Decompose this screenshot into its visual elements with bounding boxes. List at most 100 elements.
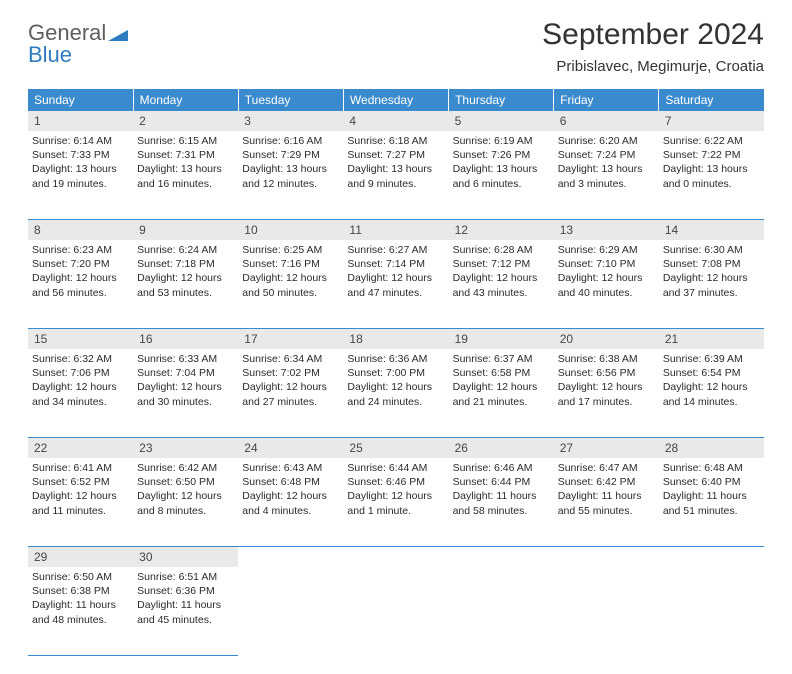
sunrise-text: Sunrise: 6:22 AM [663, 135, 743, 147]
sunrise-text: Sunrise: 6:14 AM [32, 135, 112, 147]
day-number-cell: 20 [554, 329, 659, 350]
sunrise-text: Sunrise: 6:39 AM [663, 353, 743, 365]
day-content-cell: Sunrise: 6:23 AMSunset: 7:20 PMDaylight:… [28, 240, 133, 329]
day-number-cell: 30 [133, 547, 238, 568]
day-number-cell: 12 [449, 220, 554, 241]
sunset-text: Sunset: 7:04 PM [137, 367, 215, 379]
day-details: Sunrise: 6:44 AMSunset: 6:46 PMDaylight:… [347, 458, 444, 518]
dl1-text: Daylight: 12 hours [137, 381, 222, 393]
dl2-text: and 30 minutes. [137, 396, 212, 408]
sunset-text: Sunset: 7:29 PM [242, 149, 320, 161]
dl1-text: Daylight: 12 hours [453, 381, 538, 393]
day-number-cell: 26 [449, 438, 554, 459]
day-details: Sunrise: 6:30 AMSunset: 7:08 PMDaylight:… [663, 240, 760, 300]
day-details: Sunrise: 6:15 AMSunset: 7:31 PMDaylight:… [137, 131, 234, 191]
dl1-text: Daylight: 13 hours [347, 163, 432, 175]
sunrise-text: Sunrise: 6:25 AM [242, 244, 322, 256]
sunset-text: Sunset: 6:48 PM [242, 476, 320, 488]
dl1-text: Daylight: 12 hours [137, 272, 222, 284]
dl2-text: and 17 minutes. [558, 396, 633, 408]
day-number-cell: 29 [28, 547, 133, 568]
day-content-cell: Sunrise: 6:18 AM Sunset: 7:27 PM Daylight:… [343, 131, 448, 220]
day-content-row: Sunrise: 6:32 AMSunset: 7:06 PMDaylight:… [28, 349, 764, 438]
dl2-text: and 55 minutes. [558, 505, 633, 517]
day-content-row: Sunrise: 6:50 AMSunset: 6:38 PMDaylight:… [28, 567, 764, 656]
day-details: Sunrise: 6:27 AMSunset: 7:14 PMDaylight:… [347, 240, 444, 300]
dl1-text: Daylight: 12 hours [347, 490, 432, 502]
sunset-text: Sunset: 7:27 PM [347, 149, 425, 161]
sunset-text: Sunset: 6:50 PM [137, 476, 215, 488]
dl2-text: and 50 minutes. [242, 287, 317, 299]
day-content-cell: Sunrise: 6:20 AMSunset: 7:24 PMDaylight:… [554, 131, 659, 220]
day-number-cell: 8 [28, 220, 133, 241]
day-number-cell: 5 [449, 111, 554, 131]
sunrise-text: Sunrise: 6:43 AM [242, 462, 322, 474]
dl1-text: Daylight: 13 hours [558, 163, 643, 175]
day-number-cell: 4 [343, 111, 448, 131]
day-content-cell: Sunrise: 6:28 AMSunset: 7:12 PMDaylight:… [449, 240, 554, 329]
dl1-text: Daylight: 11 hours [137, 599, 221, 611]
day-details: Sunrise: 6:48 AMSunset: 6:40 PMDaylight:… [663, 458, 760, 518]
dl1-text: Daylight: 12 hours [663, 381, 748, 393]
dl2-text: and 6 minutes. [453, 178, 522, 190]
day-number-cell: 13 [554, 220, 659, 241]
day-number-cell: 11 [343, 220, 448, 241]
day-details: Sunrise: 6:51 AMSunset: 6:36 PMDaylight:… [137, 567, 234, 627]
sunrise-text: Sunrise: 6:24 AM [137, 244, 217, 256]
dl1-text: Daylight: 12 hours [32, 272, 117, 284]
day-content-cell: Sunrise: 6:47 AMSunset: 6:42 PMDaylight:… [554, 458, 659, 547]
dl2-text: and 12 minutes. [242, 178, 317, 190]
dl1-text: Daylight: 12 hours [32, 381, 117, 393]
day-number-cell: 14 [659, 220, 764, 241]
day-content-cell: Sunrise: 6:25 AMSunset: 7:16 PMDaylight:… [238, 240, 343, 329]
sunset-text: Sunset: 7:26 PM [453, 149, 531, 161]
sunset-text: Sunset: 7:08 PM [663, 258, 741, 270]
day-content-row: Sunrise: 6:23 AMSunset: 7:20 PMDaylight:… [28, 240, 764, 329]
sunrise-text: Sunrise: 6:18 AM [347, 135, 427, 147]
day-content-cell: Sunrise: 6:46 AMSunset: 6:44 PMDaylight:… [449, 458, 554, 547]
sunrise-text: Sunrise: 6:41 AM [32, 462, 112, 474]
sunset-text: Sunset: 6:42 PM [558, 476, 636, 488]
day-number-cell: 2 [133, 111, 238, 131]
weekday-header: Tuesday [238, 89, 343, 111]
weekday-header-row: Sunday Monday Tuesday Wednesday Thursday… [28, 89, 764, 111]
dl2-text: and 8 minutes. [137, 505, 206, 517]
day-number-cell: 9 [133, 220, 238, 241]
sunset-text: Sunset: 7:12 PM [453, 258, 531, 270]
dl2-text: and 1 minute. [347, 505, 411, 517]
weekday-header: Thursday [449, 89, 554, 111]
day-content-cell: Sunrise: 6:16 AMSunset: 7:29 PMDaylight:… [238, 131, 343, 220]
logo-triangle-icon [108, 28, 128, 42]
day-number-cell: 1 [28, 111, 133, 131]
sunset-text: Sunset: 6:36 PM [137, 585, 215, 597]
dl2-text: and 21 minutes. [453, 396, 528, 408]
dl1-text: Daylight: 12 hours [242, 272, 327, 284]
day-number-cell: 21 [659, 329, 764, 350]
dl1-text: Daylight: 11 hours [558, 490, 642, 502]
sunrise-text: Sunrise: 6:16 AM [242, 135, 322, 147]
day-content-row: Sunrise: 6:14 AMSunset: 7:33 PMDaylight:… [28, 131, 764, 220]
sunrise-text: Sunrise: 6:20 AM [558, 135, 638, 147]
day-number-cell: 17 [238, 329, 343, 350]
sunrise-text: Sunrise: 6:42 AM [137, 462, 217, 474]
day-number-cell: 19 [449, 329, 554, 350]
day-number-cell [659, 547, 764, 568]
day-content-cell: Sunrise: 6:30 AMSunset: 7:08 PMDaylight:… [659, 240, 764, 329]
sunrise-text: Sunrise: 6:33 AM [137, 353, 217, 365]
day-details: Sunrise: 6:19 AMSunset: 7:26 PMDaylight:… [453, 131, 550, 191]
day-details: Sunrise: 6:29 AMSunset: 7:10 PMDaylight:… [558, 240, 655, 300]
day-content-cell: Sunrise: 6:24 AMSunset: 7:18 PMDaylight:… [133, 240, 238, 329]
weekday-header: Sunday [28, 89, 133, 111]
sunrise-text: Sunrise: 6:32 AM [32, 353, 112, 365]
sunrise-text: Sunrise: 6:27 AM [347, 244, 427, 256]
sunrise-text: Sunrise: 6:29 AM [558, 244, 638, 256]
day-number-cell: 25 [343, 438, 448, 459]
dl2-text: and 51 minutes. [663, 505, 738, 517]
dl1-text: Daylight: 12 hours [663, 272, 748, 284]
weekday-header: Wednesday [343, 89, 448, 111]
dl1-text: Daylight: 12 hours [137, 490, 222, 502]
dl1-text: Daylight: 11 hours [32, 599, 116, 611]
sunset-text: Sunset: 6:52 PM [32, 476, 110, 488]
day-content-cell: Sunrise: 6:36 AMSunset: 7:00 PMDaylight:… [343, 349, 448, 438]
dl1-text: Daylight: 13 hours [663, 163, 748, 175]
